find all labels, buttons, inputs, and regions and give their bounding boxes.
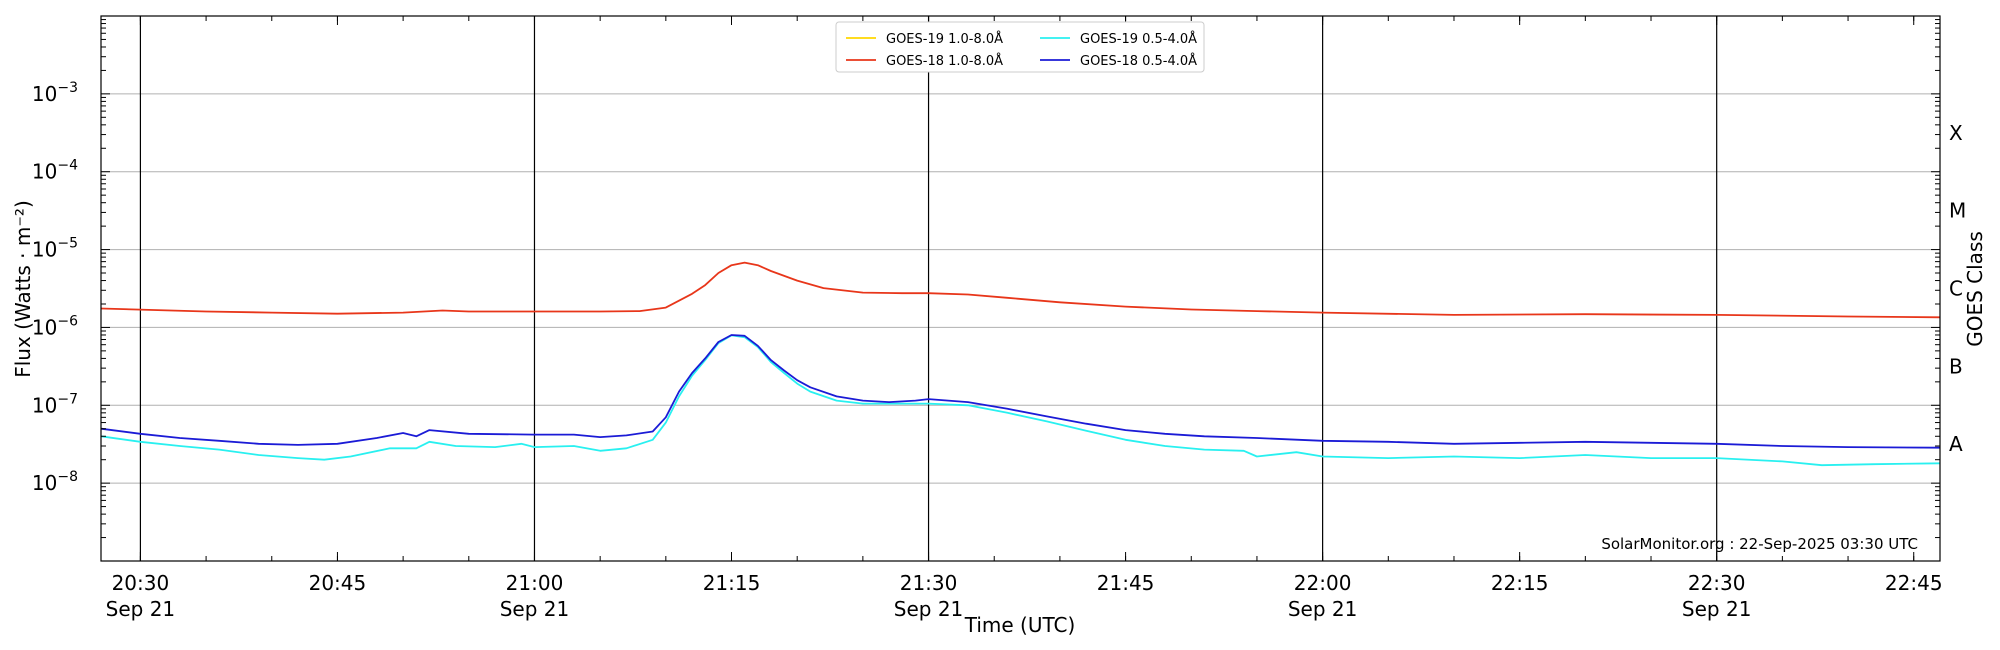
plot-frame xyxy=(100,15,1941,562)
y-tick-label: 10−6 xyxy=(32,313,78,339)
y-axis-label: Flux (Watts · m⁻²) xyxy=(11,200,35,378)
x-tick-label: 22:45 xyxy=(1885,571,1943,595)
goes-class-label: A xyxy=(1949,432,1963,456)
x-tick-label: 21:30 xyxy=(900,571,958,595)
series-line-3 xyxy=(100,334,1941,449)
y-tick-label: 10−8 xyxy=(32,469,78,495)
credit-text: SolarMonitor.org : 22-Sep-2025 03:30 UTC xyxy=(1601,535,1918,553)
legend-label: GOES-19 1.0-8.0Å xyxy=(886,31,1003,47)
x-tick-date-label: Sep 21 xyxy=(106,597,176,621)
goes-class-label: X xyxy=(1949,121,1963,145)
x-tick-label: 20:30 xyxy=(112,571,170,595)
x-tick-label: 22:30 xyxy=(1688,571,1746,595)
series-line-1 xyxy=(100,261,1941,319)
x-tick-label: 22:00 xyxy=(1294,571,1352,595)
legend-box xyxy=(835,21,1205,73)
y-tick-label: 10−3 xyxy=(32,80,78,106)
series-line-2 xyxy=(100,334,1941,467)
x-tick-label: 21:15 xyxy=(703,571,761,595)
legend-label: GOES-18 0.5-4.0Å xyxy=(1080,53,1197,69)
y-tick-label: 10−5 xyxy=(32,236,78,262)
x-tick-label: 20:45 xyxy=(309,571,367,595)
goes-class-label: C xyxy=(1949,277,1963,301)
x-axis-label: Time (UTC) xyxy=(964,613,1076,637)
legend-label: GOES-19 0.5-4.0Å xyxy=(1080,31,1197,47)
y-tick-label: 10−7 xyxy=(32,391,78,417)
legend-label: GOES-18 1.0-8.0Å xyxy=(886,53,1003,69)
ticks xyxy=(101,16,1940,562)
x-tick-date-label: Sep 21 xyxy=(894,597,964,621)
goes-class-label: M xyxy=(1949,199,1966,223)
right-axis-label: GOES Class xyxy=(1963,231,1987,347)
goes-class-labels: A B C M X xyxy=(1949,121,1966,456)
grid xyxy=(101,16,1940,561)
x-tick-label: 21:45 xyxy=(1097,571,1155,595)
legend: GOES-19 1.0-8.0Å GOES-19 0.5-4.0Å GOES-18 … xyxy=(835,21,1205,73)
series-group xyxy=(100,261,1941,467)
x-tick-label: 22:15 xyxy=(1491,571,1549,595)
x-tick-date-label: Sep 21 xyxy=(500,597,570,621)
x-tick-label: 21:00 xyxy=(506,571,564,595)
x-tick-date-label: Sep 21 xyxy=(1288,597,1358,621)
x-tick-date-label: Sep 21 xyxy=(1682,597,1752,621)
y-tick-label: 10−4 xyxy=(32,158,78,184)
goes-class-label: B xyxy=(1949,354,1963,378)
